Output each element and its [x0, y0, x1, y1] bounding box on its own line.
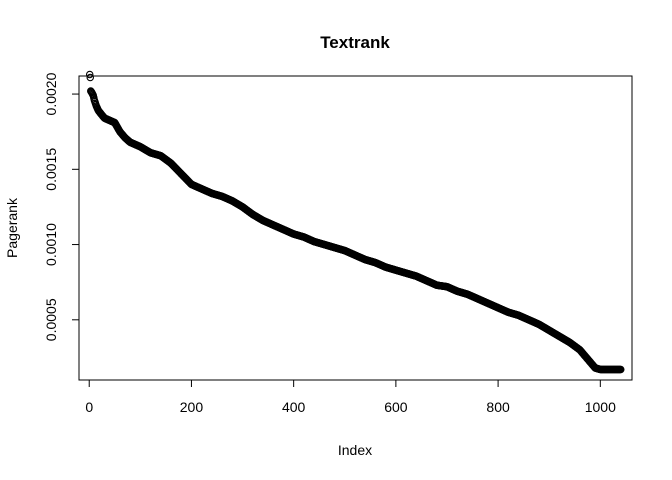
x-tick-label: 200 [180, 399, 204, 415]
data-point [86, 73, 94, 82]
chart-title: Textrank [320, 33, 390, 52]
y-tick-label: 0.0005 [43, 298, 59, 341]
x-tick-label: 600 [384, 399, 408, 415]
x-axis-label: Index [338, 442, 372, 458]
x-tick-label: 1000 [585, 399, 616, 415]
data-point [617, 365, 625, 374]
data-point [85, 70, 94, 79]
data-points [85, 70, 625, 374]
x-tick-label: 0 [85, 399, 93, 415]
x-tick-label: 800 [486, 399, 510, 415]
y-tick-label: 0.0015 [43, 148, 59, 191]
x-tick-label: 400 [282, 399, 306, 415]
y-axis-label: Pagerank [4, 197, 20, 258]
y-tick-label: 0.0020 [43, 72, 59, 115]
y-axis: 0.0005 0.0010 0.0015 0.0020 [43, 72, 80, 341]
x-axis: 0 200 400 600 800 1000 [85, 379, 616, 415]
y-tick-label: 0.0010 [43, 223, 59, 266]
